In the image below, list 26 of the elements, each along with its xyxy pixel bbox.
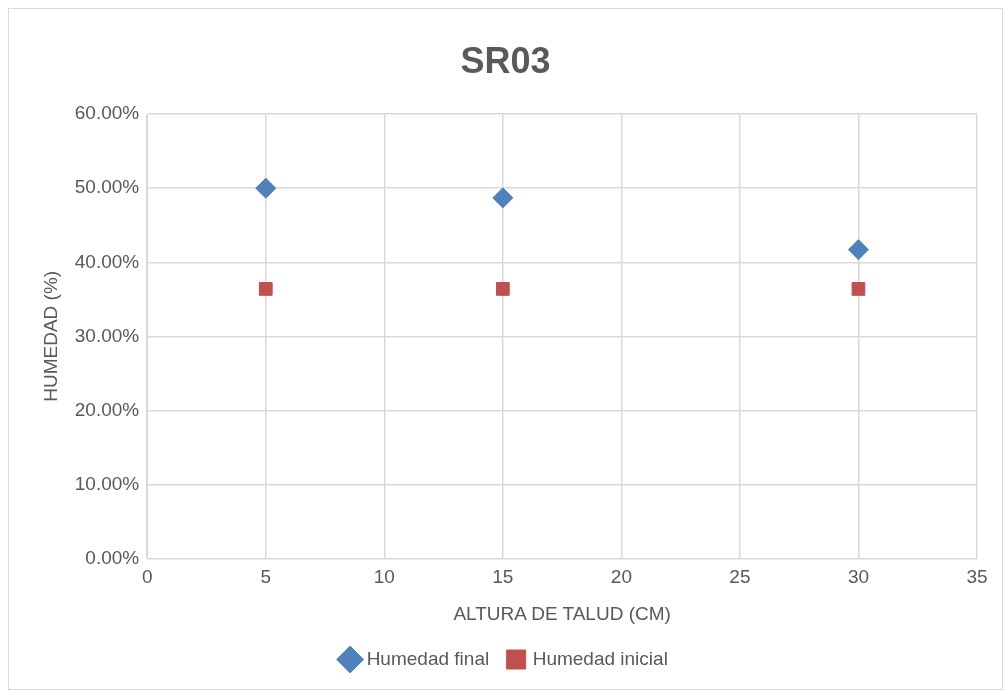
point (255, 177, 277, 199)
y-tick-label: 30.00% (74, 324, 140, 346)
x-tick-label: 30 (847, 566, 870, 588)
point (851, 282, 866, 296)
x-tick-label: 10 (373, 566, 395, 588)
x-tick-label: 35 (966, 566, 988, 588)
legend-label: Humedad final (366, 647, 490, 669)
y-tick-label: 0.00% (85, 546, 140, 568)
y-tick-label: 40.00% (74, 250, 140, 272)
y-tick-label: 60.00% (74, 102, 140, 124)
y-axis-title: HUMEDAD (%) (39, 270, 61, 402)
x-tick-label: 5 (260, 566, 272, 588)
point (258, 282, 273, 296)
x-tick-label: 25 (729, 566, 751, 588)
y-tick-label: 20.00% (74, 398, 140, 420)
x-tick-label: 0 (141, 566, 153, 588)
point (492, 187, 514, 209)
x-axis-title: ALTURA DE TALUD (CM) (453, 602, 671, 624)
chart-title: SR03 (460, 39, 551, 81)
y-tick-label: 50.00% (74, 176, 140, 198)
y-tick-label: 10.00% (74, 472, 140, 494)
point (847, 239, 869, 261)
legend-label: Humedad inicial (532, 647, 668, 669)
x-tick-label: 15 (492, 566, 514, 588)
x-tick-label: 20 (610, 566, 632, 588)
point (495, 282, 510, 296)
